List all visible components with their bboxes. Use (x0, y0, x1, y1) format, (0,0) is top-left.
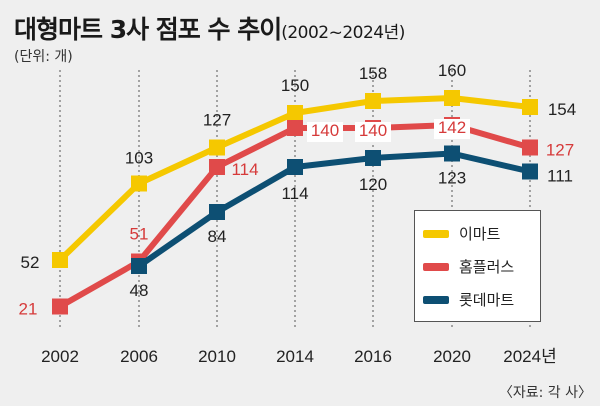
data-label-lottemart: 123 (438, 169, 466, 188)
legend-swatch-lottemart (423, 295, 449, 304)
data-label-emart: 52 (21, 253, 40, 272)
point-lottemart (444, 145, 460, 162)
x-tick-label: 2010 (198, 347, 236, 366)
unit-label: (단위: 개) (14, 49, 73, 65)
point-homeplus (52, 298, 68, 315)
data-label-emart: 160 (438, 61, 466, 80)
data-label-lottemart: 84 (208, 227, 227, 246)
data-label-bg-homeplus (355, 122, 391, 142)
point-lottemart (287, 159, 303, 175)
legend-swatch-homeplus (423, 262, 449, 271)
legend-item-emart: 이마트 (423, 217, 532, 250)
source-label: 〈자료: 각 사〉 (498, 385, 592, 401)
x-tick-label: 2020 (433, 347, 471, 366)
point-emart (365, 93, 381, 109)
data-label-lottemart: 111 (547, 167, 573, 186)
data-label-emart: 103 (125, 149, 153, 168)
point-emart (287, 105, 303, 121)
chart-title-main: 대형마트 3사 점포 수 추이 (14, 15, 282, 44)
point-homeplus (209, 159, 225, 175)
data-label-bg-homeplus (434, 119, 470, 139)
data-label-homeplus: 114 (231, 160, 258, 179)
legend-label-lottemart: 롯데마트 (459, 291, 515, 309)
point-lottemart (522, 163, 538, 180)
point-emart (52, 252, 68, 268)
data-label-lottemart: 48 (130, 281, 149, 300)
data-label-lottemart: 120 (359, 175, 387, 194)
point-lottemart (209, 204, 225, 220)
point-emart (209, 139, 225, 156)
legend: 이마트 홈플러스 롯데마트 (414, 210, 541, 322)
data-label-emart: 127 (203, 111, 231, 130)
data-label-homeplus: 51 (130, 225, 149, 244)
series-line-lottemart (137, 150, 531, 269)
data-label-homeplus: 140 (311, 121, 339, 140)
point-emart (444, 90, 460, 106)
x-tick-label: 2002 (41, 347, 79, 366)
data-label-homeplus: 21 (19, 300, 38, 319)
data-label-homeplus: 127 (546, 141, 574, 160)
point-homeplus (287, 120, 303, 136)
data-label-lottemart: 114 (281, 184, 308, 203)
x-tick-label: 2014 (276, 347, 314, 366)
legend-label-emart: 이마트 (459, 225, 501, 243)
data-label-emart: 158 (359, 64, 387, 83)
point-lottemart (131, 258, 147, 274)
point-lottemart (365, 150, 381, 166)
x-tick-label: 2016 (354, 347, 392, 366)
data-label-homeplus: 142 (438, 118, 466, 137)
chart-title: 대형마트 3사 점포 수 추이(2002~2024년) (14, 10, 405, 46)
x-tick-label: 2006 (120, 347, 158, 366)
legend-item-homeplus: 홈플러스 (423, 250, 532, 283)
data-label-emart: 150 (281, 76, 309, 95)
data-label-homeplus: 140 (359, 121, 387, 140)
point-emart (131, 175, 147, 192)
data-label-emart: 154 (548, 100, 576, 119)
legend-label-homeplus: 홈플러스 (459, 258, 515, 276)
data-label-bg-homeplus (307, 122, 343, 142)
point-emart (522, 99, 538, 115)
legend-swatch-emart (423, 229, 449, 238)
x-tick-label: 2024년 (503, 347, 556, 366)
point-homeplus (522, 139, 538, 156)
legend-item-lottemart: 롯데마트 (423, 283, 532, 316)
chart-title-period: (2002~2024년) (281, 23, 405, 43)
